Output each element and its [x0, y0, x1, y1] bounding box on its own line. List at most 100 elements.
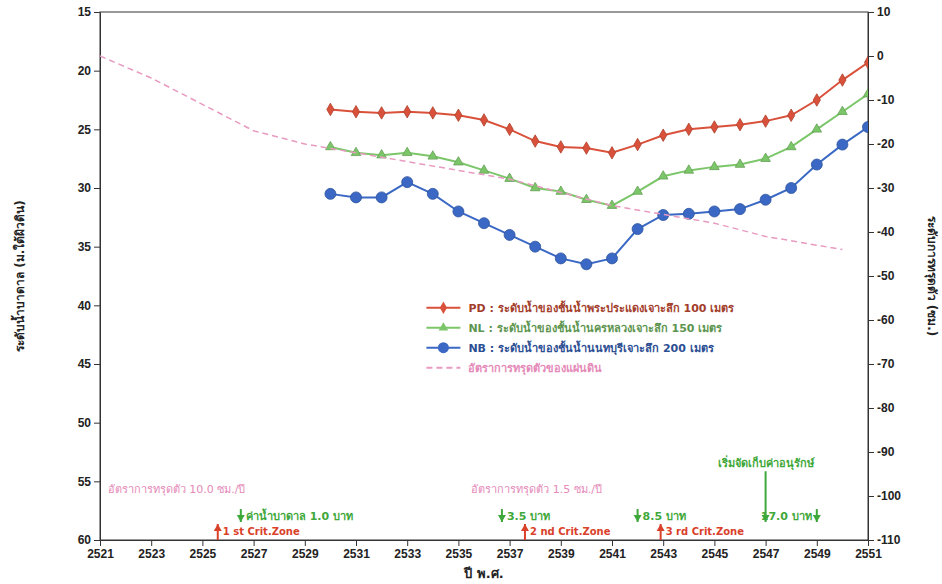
x-axis-tick-mark — [714, 540, 715, 546]
y2-axis-tick-mark — [868, 496, 874, 497]
y-axis-tick: 35 — [78, 240, 100, 254]
price-arrow — [237, 509, 245, 522]
series-marker — [530, 241, 541, 252]
series-marker — [352, 105, 359, 117]
series-marker — [812, 124, 822, 132]
x-axis-tick-mark — [254, 540, 255, 546]
x-axis-tick-mark — [766, 540, 767, 546]
y-axis-tick-mark — [94, 129, 100, 130]
x-axis-tick-label: 2547 — [753, 547, 780, 561]
price-label: 17.0 บาท — [761, 510, 812, 523]
y-axis-tick-mark — [94, 481, 100, 482]
note-label: เริ่มจัดเก็บค่าอนุรักษ์ — [718, 455, 815, 471]
y2-axis-tick: -90 — [868, 445, 895, 459]
x-axis: 2521252325252527252925312533253525372539… — [87, 540, 882, 561]
y2-axis-tick-mark — [868, 12, 874, 13]
y-axis-tick-label: 15 — [78, 5, 92, 19]
series-marker — [838, 106, 848, 114]
price-arrow — [634, 509, 642, 522]
price-label: 3.5 บาท — [507, 510, 550, 523]
y-axis-line — [100, 13, 101, 541]
rate-label: อัตราการทรุดตัว 1.5 ซม./ปี — [471, 483, 602, 496]
series-marker — [863, 89, 868, 97]
series-marker — [762, 115, 769, 127]
series-marker — [378, 107, 385, 119]
x-axis-tick-label: 2541 — [599, 547, 626, 561]
y2-axis-tick-label: -20 — [877, 137, 895, 151]
series-marker — [506, 123, 513, 135]
y-axis-tick: 20 — [78, 64, 100, 78]
x-axis-title: ปี พ.ศ. — [463, 566, 503, 581]
x-axis-tick-label: 2523 — [138, 547, 165, 561]
series-line — [330, 62, 868, 152]
y2-axis-tick: -30 — [868, 181, 895, 195]
y-axis-tick-label: 25 — [78, 123, 92, 137]
x-axis-tick-mark — [202, 540, 203, 546]
plot-frame — [100, 12, 868, 540]
x-axis-tick-mark — [663, 540, 664, 546]
chart: 2521252325252527252925312533253525372539… — [0, 0, 942, 584]
x-axis-tick-label: 2551 — [855, 547, 882, 561]
x-axis-tick-mark — [305, 540, 306, 546]
legend-marker — [439, 322, 449, 330]
zone-arrow — [521, 524, 529, 540]
series-line — [330, 94, 868, 205]
y2-axis-tick-mark — [868, 100, 874, 101]
x-axis-tick: 2535 — [446, 540, 473, 561]
x-axis-tick: 2543 — [650, 540, 677, 561]
price-arrow — [813, 509, 821, 522]
y2-axis-tick: 0 — [868, 49, 884, 63]
y2-axis-tick: 10 — [868, 5, 891, 19]
x-axis-tick: 2533 — [394, 540, 421, 561]
series-marker — [788, 109, 795, 121]
zone-label: 1 st Crit.Zone — [223, 526, 300, 537]
x-axis-tick: 2545 — [702, 540, 729, 561]
zone-arrow-head — [657, 524, 665, 531]
y-axis-tick-label: 30 — [78, 181, 92, 195]
series-marker — [711, 121, 718, 133]
legend-label: อัตราการทรุดตัวของแผ่นดิน — [468, 362, 602, 376]
series-marker — [607, 253, 618, 264]
price-arrow-head — [634, 515, 642, 522]
y2-axis-tick-label: 10 — [877, 5, 891, 19]
y2-axis-tick: -20 — [868, 137, 895, 151]
legend: PD : ระดับน้ำของชั้นน้ำพระประแดงเจาะลึก … — [426, 300, 734, 376]
x-axis-tick: 2541 — [599, 540, 626, 561]
y-axis-tick: 55 — [78, 475, 100, 489]
y-axis-tick-mark — [94, 247, 100, 248]
series-marker — [735, 204, 746, 215]
zone-arrow-head — [521, 524, 529, 531]
legend-entry: NL : ระดับน้ำของชั้นน้ำนครหลวงเจาะลึก 15… — [426, 320, 722, 335]
series-marker — [735, 159, 745, 167]
series-line — [330, 127, 868, 264]
y-axis-tick-mark — [94, 71, 100, 72]
series-marker — [453, 206, 464, 217]
series-marker — [710, 161, 720, 169]
x-axis-tick-label: 2531 — [343, 547, 370, 561]
y-axis-tick-mark — [94, 364, 100, 365]
price-arrow-head — [237, 515, 245, 522]
y2-axis-tick-mark — [868, 540, 874, 541]
series-marker — [709, 206, 720, 217]
series-marker — [479, 218, 490, 229]
legend-entry: อัตราการทรุดตัวของแผ่นดิน — [426, 362, 602, 376]
y2-axis-tick-mark — [868, 408, 874, 409]
y-axis-title: ระดับน้ำบาดาล (ม.ใต้ผิวดิน) — [10, 200, 27, 352]
series-marker — [479, 165, 489, 173]
y2-axis-tick-mark — [868, 276, 874, 277]
y-axis-tick-label: 60 — [78, 533, 92, 547]
series-marker — [351, 147, 361, 155]
y2-axis-tick: -10 — [868, 93, 895, 107]
x-axis-tick-mark — [817, 540, 818, 546]
y-axis-tick-mark — [94, 305, 100, 306]
series-marker — [633, 186, 643, 194]
series-marker — [864, 56, 868, 68]
y-axis-tick: 60 — [78, 533, 100, 547]
y2-axis-tick-label: -60 — [877, 313, 895, 327]
y2-axis-tick-label: -40 — [877, 225, 895, 239]
x-axis-tick-label: 2539 — [548, 547, 575, 561]
y2-axis-tick: -60 — [868, 313, 895, 327]
y-axis-tick-label: 35 — [78, 240, 92, 254]
y2-axis-tick-mark — [868, 364, 874, 365]
series-marker — [427, 188, 438, 199]
